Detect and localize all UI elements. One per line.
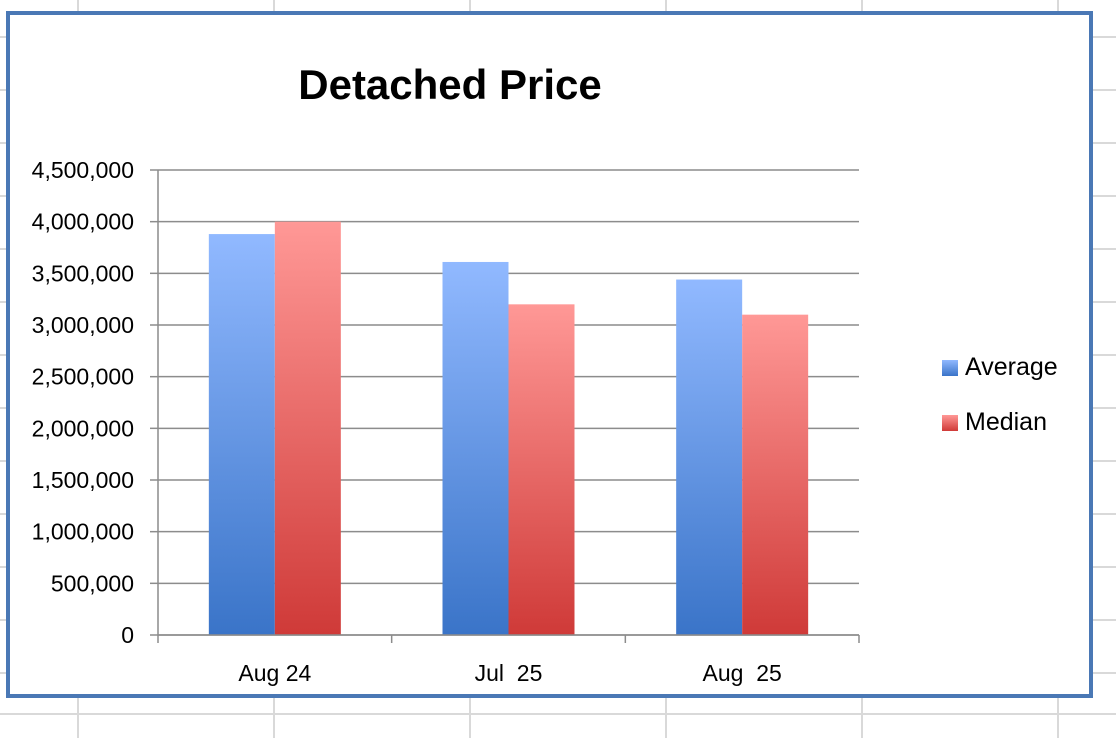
y-tick-label: 3,500,000 [32, 260, 134, 286]
x-tick-labels: Aug 24 Jul 25 Aug 25 [238, 660, 781, 686]
bar-median-1 [508, 304, 575, 635]
bars-group [208, 221, 809, 636]
axes [150, 169, 860, 643]
x-tick-label: Jul 25 [475, 660, 543, 686]
chart-title: Detached Price [298, 61, 601, 108]
legend-swatch-average [942, 360, 958, 376]
y-tick-label: 3,000,000 [32, 312, 134, 338]
y-tick-label: 4,500,000 [32, 157, 134, 183]
legend-label-median: Median [965, 408, 1047, 436]
legend-swatch-median [942, 415, 958, 431]
bar-median-2 [742, 314, 809, 635]
y-tick-label: 2,500,000 [32, 364, 134, 390]
x-tick-label: Aug 25 [703, 660, 782, 686]
bar-average-2 [676, 279, 743, 635]
y-tick-labels: 0 500,000 1,000,000 1,500,000 2,000,000 2,500… [32, 157, 134, 648]
bar-average-1 [442, 261, 509, 635]
legend: Average Median [942, 353, 1058, 436]
y-tick-label: 0 [121, 622, 134, 648]
y-tick-label: 1,500,000 [32, 467, 134, 493]
chart-container[interactable]: Detached Price 0 500,000 1,000,000 1,500,00… [6, 11, 1093, 698]
bar-chart: Detached Price 0 500,000 1,000,000 1,500,00… [32, 61, 1058, 686]
y-tick-label: 1,000,000 [32, 519, 134, 545]
bar-average-0 [208, 234, 275, 636]
bar-median-0 [274, 221, 341, 635]
y-tick-label: 500,000 [51, 570, 134, 596]
x-tick-label: Aug 24 [238, 660, 311, 686]
y-tick-label: 4,000,000 [32, 209, 134, 235]
y-tick-label: 2,000,000 [32, 415, 134, 441]
legend-label-average: Average [965, 353, 1058, 381]
